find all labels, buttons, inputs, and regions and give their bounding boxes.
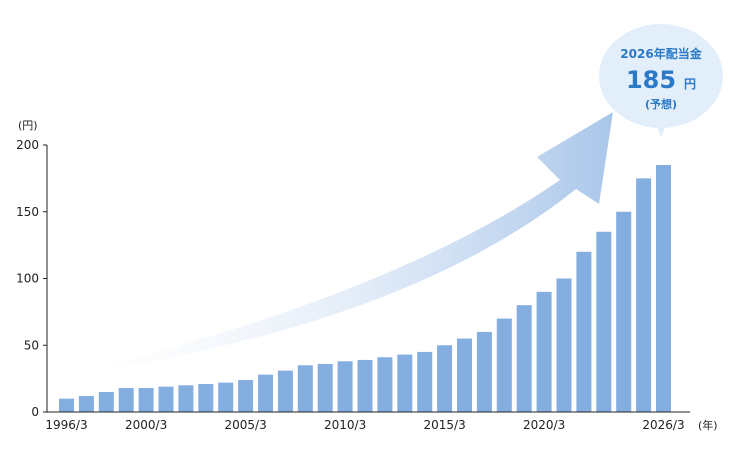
x-unit-label: (年): [698, 418, 718, 432]
y-tick-label: 0: [31, 405, 39, 419]
bar-2020/3: [536, 291, 552, 412]
bar-2008/3: [297, 365, 313, 412]
x-tick-label: 2000/3: [125, 418, 167, 432]
bar-2010/3: [337, 361, 353, 412]
bar-2024/3: [616, 211, 632, 412]
bar-2007/3: [277, 370, 293, 412]
x-tick-label: 1996/3: [45, 418, 87, 432]
y-tick-label: 50: [24, 338, 39, 352]
callout-title: 2026年配当金: [620, 46, 702, 61]
bar-1996/3: [59, 398, 74, 412]
bar-2025/3: [636, 178, 652, 412]
bar-2026/3: [656, 165, 671, 412]
bar-2021/3: [556, 278, 572, 412]
bar-1997/3: [78, 395, 94, 412]
x-tick-label: 2010/3: [324, 418, 366, 432]
callout-sub: (予想): [645, 97, 677, 111]
bar-2019/3: [516, 305, 532, 412]
bar-2002/3: [178, 385, 194, 412]
x-tick-label: 2015/3: [423, 418, 465, 432]
bar-2009/3: [317, 363, 333, 412]
bar-2012/3: [377, 357, 393, 412]
bar-2023/3: [596, 231, 612, 412]
y-axis: 0 50 100 150 200: [16, 138, 48, 419]
bar-2022/3: [576, 251, 592, 412]
callout-pointer: [654, 118, 668, 138]
callout-unit: 円: [684, 77, 696, 91]
bar-2004/3: [218, 382, 234, 412]
x-tick-label: 2020/3: [523, 418, 565, 432]
x-tick-label: 2005/3: [224, 418, 266, 432]
callout-bubble: [599, 24, 723, 128]
y-unit-label: (円): [18, 119, 38, 132]
y-tick-label: 100: [16, 272, 39, 286]
bar-2011/3: [357, 359, 373, 412]
bar-2005/3: [238, 379, 254, 412]
bar-2013/3: [397, 354, 413, 412]
bar-2015/3: [437, 345, 453, 412]
bar-1998/3: [98, 391, 114, 412]
bar-2000/3: [138, 387, 154, 412]
y-tick-label: 200: [16, 138, 39, 152]
y-tick-label: 150: [16, 205, 39, 219]
bar-2003/3: [198, 383, 214, 412]
forecast-callout: 2026年配当金 185 円 (予想): [599, 24, 723, 138]
bar-2016/3: [457, 338, 472, 412]
bar-2017/3: [476, 331, 492, 412]
bar-2018/3: [496, 318, 512, 412]
x-tick-label: 2026/3: [642, 418, 684, 432]
bar-2014/3: [417, 351, 433, 412]
bar-1999/3: [118, 387, 134, 412]
bar-2001/3: [158, 386, 174, 412]
x-axis: 1996/3 2000/3 2005/3 2010/3 2015/3 2020/3 2026…: [45, 411, 690, 432]
callout-value: 185: [626, 66, 676, 94]
bars: [59, 165, 671, 412]
bar-2006/3: [258, 374, 273, 412]
